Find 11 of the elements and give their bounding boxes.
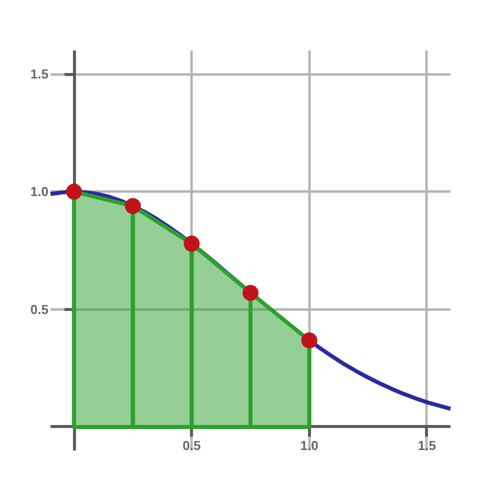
point xyxy=(124,198,141,214)
x-tick-label: 1.5 xyxy=(418,438,436,453)
x-tick-label: 1.0 xyxy=(300,438,318,453)
y-tick-label: 1.5 xyxy=(30,66,49,82)
point xyxy=(66,184,82,200)
y-tick-label: 0.5 xyxy=(30,302,49,317)
point xyxy=(301,332,318,348)
point xyxy=(242,284,258,301)
point xyxy=(184,236,200,252)
y-tick-label: 1.0 xyxy=(30,184,49,200)
x-tick-label: 0.5 xyxy=(182,438,201,453)
